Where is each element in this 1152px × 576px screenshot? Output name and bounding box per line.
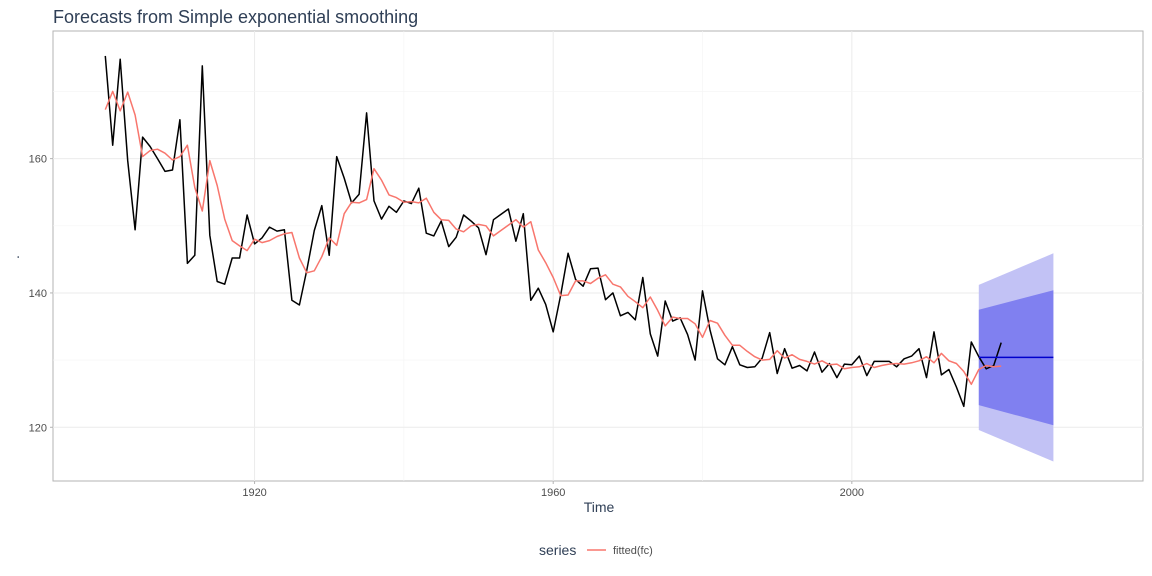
- y-tick-label: 160: [29, 154, 47, 166]
- x-tick-label: 1960: [541, 487, 565, 499]
- plot-area: [52, 30, 1144, 482]
- plot-border: [52, 30, 1144, 482]
- x-axis-title: Time: [584, 499, 615, 515]
- gridlines: [53, 31, 1143, 481]
- y-axis-title: .: [6, 255, 22, 259]
- legend: series fitted(fc): [539, 542, 653, 558]
- series-line-fitted-fc: [104, 90, 1002, 386]
- y-tick-label: 140: [29, 288, 47, 300]
- x-tick-label: 1920: [242, 487, 266, 499]
- legend-title: series: [539, 542, 576, 558]
- series-lines: [104, 55, 1054, 408]
- y-tick-label: 120: [29, 422, 47, 434]
- x-axis-ticks: 1920 1960 2000: [242, 481, 864, 499]
- chart-title: Forecasts from Simple exponential smooth…: [53, 7, 418, 27]
- x-tick-label: 2000: [840, 487, 864, 499]
- y-axis-ticks: 120 140 160: [29, 154, 53, 434]
- legend-label-fitted: fitted(fc): [613, 545, 653, 557]
- series-line-observed: [104, 55, 1002, 408]
